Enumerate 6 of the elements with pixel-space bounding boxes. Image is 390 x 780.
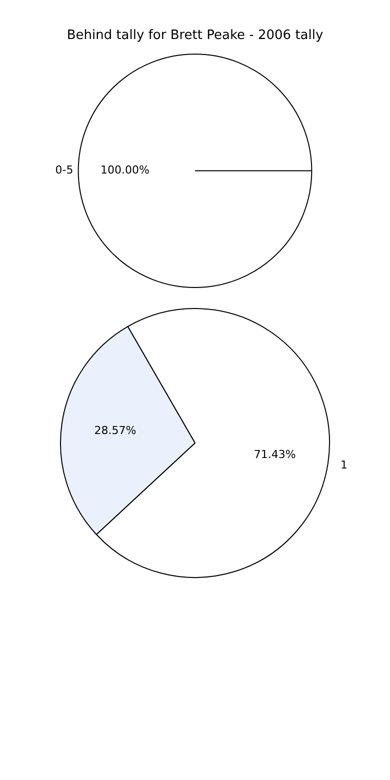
chart-title: Behind tally for Brett Peake - 2006 tally [66,28,324,44]
slice-label: 0-5 [55,164,74,177]
slice-label: 1 [340,458,348,472]
data-label: 100.00% [100,164,150,177]
data-label: 28.57% [94,424,136,437]
data-label: 71.43% [254,448,296,461]
